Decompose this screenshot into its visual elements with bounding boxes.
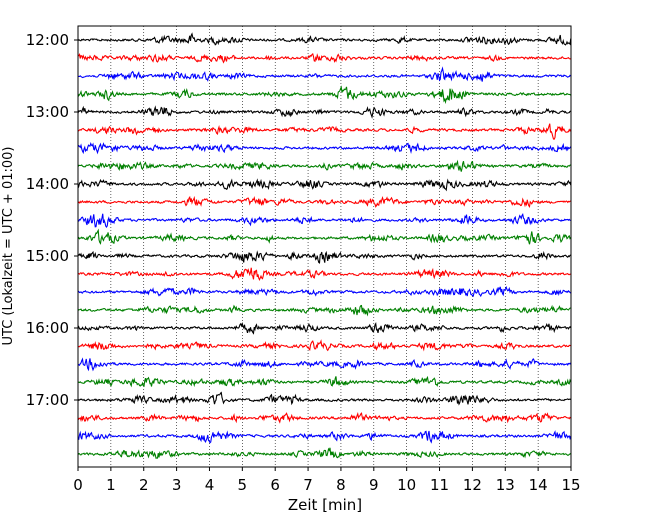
x-tick-label: 11 — [430, 476, 449, 494]
x-tick-label: 12 — [463, 476, 482, 494]
x-tick-label: 1 — [106, 476, 116, 494]
x-axis-label: Zeit [min] — [288, 496, 362, 514]
trace-line — [77, 447, 572, 459]
trace-line — [77, 195, 571, 208]
trace-line — [77, 321, 572, 335]
trace-line — [77, 178, 572, 192]
y-axis-label: UTC (Lokalzeit = UTC + 01:00) — [1, 147, 16, 346]
trace-line — [77, 430, 572, 444]
y-tick-label: 17:00 — [26, 391, 69, 409]
trace-line — [77, 267, 571, 281]
trace-line — [77, 85, 572, 105]
x-tick-label: 14 — [529, 476, 548, 494]
trace-line — [77, 304, 571, 317]
x-tick-label: 6 — [270, 476, 280, 494]
x-tick-label: 15 — [561, 476, 580, 494]
x-tick-label: 0 — [73, 476, 83, 494]
plot-frame — [77, 25, 572, 468]
trace-line — [77, 52, 571, 64]
y-tick-label: 13:00 — [26, 103, 69, 121]
trace-line — [77, 159, 571, 172]
trace-line — [77, 105, 571, 119]
trace-line — [77, 375, 572, 388]
x-axis: 0 1 2 3 4 5 6 7 8 9 10 11 12 13 14 15 — [73, 467, 581, 494]
trace-line — [77, 123, 572, 140]
trace-group — [77, 32, 572, 459]
trace-line — [77, 357, 572, 372]
x-tick-label: 13 — [496, 476, 515, 494]
y-tick-label: 12:00 — [26, 31, 69, 49]
trace-line — [77, 250, 572, 264]
trace-line — [77, 32, 572, 46]
trace-line — [77, 412, 572, 424]
x-tick-label: 3 — [172, 476, 182, 494]
x-tick-label: 10 — [397, 476, 416, 494]
trace-line — [77, 339, 571, 352]
x-tick-label: 4 — [205, 476, 215, 494]
plot-background — [78, 26, 571, 467]
trace-line — [77, 141, 572, 155]
x-tick-label: 7 — [303, 476, 313, 494]
trace-line — [77, 212, 571, 228]
y-tick-label: 16:00 — [26, 319, 69, 337]
y-tick-label: 15:00 — [26, 247, 69, 265]
y-axis: 12:00 13:00 14:00 15:00 16:00 17:00 — [26, 31, 78, 409]
x-tick-label: 2 — [139, 476, 149, 494]
y-tick-label: 14:00 — [26, 175, 69, 193]
x-tick-label: 9 — [369, 476, 379, 494]
x-tick-label: 8 — [336, 476, 346, 494]
x-tick-label: 5 — [238, 476, 248, 494]
trace-line — [77, 391, 572, 406]
trace-line — [77, 228, 572, 245]
trace-line — [77, 66, 572, 82]
trace-line — [77, 285, 572, 298]
